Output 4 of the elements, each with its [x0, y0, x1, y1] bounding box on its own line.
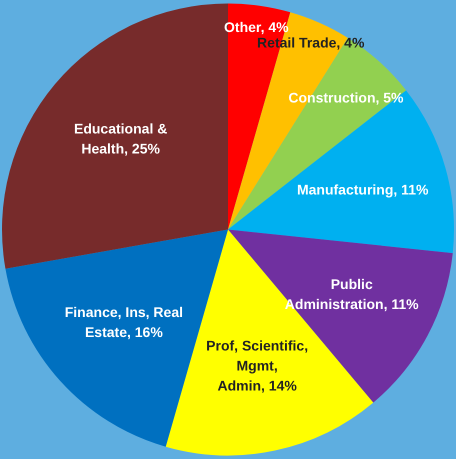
slice-label: Manufacturing, 11%	[296, 182, 429, 198]
slice-label: Finance, Ins, Real Estate, 16%	[64, 304, 184, 340]
slice-label: Educational & Health, 25%	[74, 120, 168, 156]
slice-label: Prof, Scientific, Mgmt, Admin, 14%	[206, 337, 308, 394]
